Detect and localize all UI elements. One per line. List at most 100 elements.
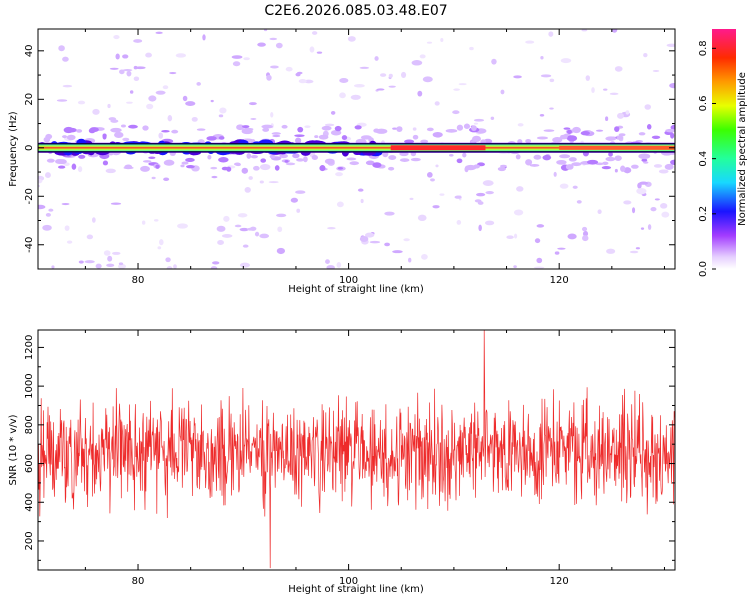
spectrogram-x-ticks: 80 100 120 (84, 29, 665, 286)
speckle-blob (221, 234, 233, 238)
near-band-blob (445, 128, 458, 133)
speckle-blob (533, 266, 545, 269)
speckle-blob (636, 187, 647, 195)
speckle-blob (560, 58, 572, 64)
speckle-blob (66, 240, 73, 244)
speckle-blob (513, 209, 524, 216)
speckle-blob (660, 202, 668, 209)
speckle-blob (614, 66, 623, 72)
speckle-blob (482, 180, 494, 187)
speckle-blob (330, 110, 336, 115)
speckle-blob (635, 247, 640, 250)
near-band-blob (608, 151, 613, 157)
near-band-blob (404, 139, 415, 144)
near-band-blob (565, 164, 574, 170)
x-tick-label: 80 (132, 275, 145, 286)
x-tick-label: 100 (339, 576, 358, 587)
near-band-blob (102, 133, 107, 140)
near-band-blob (314, 135, 319, 139)
speckle-blob (38, 204, 46, 210)
speckle-blob (647, 224, 652, 230)
speckle-blob (78, 260, 84, 264)
snr-x-ticks: 80 100 120 (84, 330, 665, 587)
speckle-blob (146, 103, 154, 110)
near-band-blob (171, 129, 179, 134)
colorbar-tick-label: 0.8 (698, 40, 709, 56)
speckle-blob (112, 251, 121, 255)
speckle-blob (536, 224, 545, 228)
y-tick-label: 0 (24, 145, 35, 151)
speckle-blob (118, 262, 124, 266)
speckle-blob (242, 244, 249, 248)
near-band-blob (206, 136, 217, 141)
speckle-blob (77, 166, 83, 173)
near-band-blob (120, 124, 126, 128)
near-band-blob (279, 153, 288, 159)
speckle-blob (485, 190, 494, 195)
speckle-blob (591, 87, 595, 93)
speckle-blob (292, 153, 300, 159)
speckle-blob (61, 202, 70, 206)
speckle-blob (653, 164, 663, 168)
speckle-blob (167, 115, 173, 122)
speckle-blob (237, 213, 248, 218)
speckle-blob (469, 46, 474, 51)
speckle-blob (107, 103, 111, 109)
speckle-blob (244, 187, 251, 193)
near-band-blob (638, 153, 651, 160)
speckle-blob (62, 56, 69, 62)
near-band-blob (559, 135, 568, 140)
y-tick-label: 800 (24, 415, 35, 434)
speckle-blob (62, 84, 73, 88)
speckle-blob (126, 101, 133, 104)
speckle-blob (666, 43, 675, 48)
snr-y-ticks: 200 400 600 800 1000 1200 (24, 335, 675, 561)
speckle-blob (309, 46, 315, 53)
speckle-blob (658, 169, 669, 174)
speckle-blob (473, 122, 479, 125)
speckle-blob (401, 71, 407, 79)
near-band-blob (161, 130, 170, 133)
near-band-blob (57, 159, 67, 165)
near-band-blob (552, 136, 563, 143)
near-band-blob (536, 136, 549, 140)
speckle-blob (384, 242, 390, 247)
speckle-blob (500, 89, 505, 95)
speckle-blob (276, 247, 286, 255)
speckle-blob (259, 164, 271, 171)
speckle-blob (103, 250, 111, 256)
spectrogram-panel: 80 100 120 -40 -20 0 20 40 Height of straight … (8, 28, 676, 295)
speckle-blob (629, 250, 639, 254)
speckle-blob (290, 197, 298, 203)
speckle-blob (166, 266, 173, 269)
near-band-blob (61, 135, 68, 139)
near-band-blob (319, 165, 326, 172)
speckle-blob (177, 223, 188, 229)
speckle-blob (277, 226, 283, 233)
speckle-blob (434, 133, 442, 138)
speckle-blob (275, 42, 283, 49)
near-band-blob (473, 164, 481, 169)
speckle-blob (643, 52, 648, 58)
speckle-blob (64, 225, 70, 231)
near-band-blob (297, 126, 304, 133)
near-band-blob (572, 126, 581, 134)
band-core (38, 144, 675, 152)
near-band-blob (303, 156, 308, 163)
speckle-blob (369, 240, 381, 244)
speckle-blob (133, 76, 140, 81)
near-band-blob (218, 136, 225, 140)
near-band-blob (142, 160, 152, 163)
speckle-blob (452, 110, 460, 115)
colorbar-gradient (712, 29, 736, 269)
speckle-blob (631, 207, 636, 214)
near-band-blob (580, 130, 590, 136)
speckle-blob (581, 226, 588, 232)
near-band-blob (559, 154, 571, 159)
speckle-blob (243, 57, 250, 61)
speckle-blob (576, 200, 582, 204)
speckle-blob (296, 208, 301, 213)
y-tick-label: 1200 (24, 335, 35, 360)
near-band-blob (311, 155, 318, 160)
speckle-blob (360, 198, 364, 204)
